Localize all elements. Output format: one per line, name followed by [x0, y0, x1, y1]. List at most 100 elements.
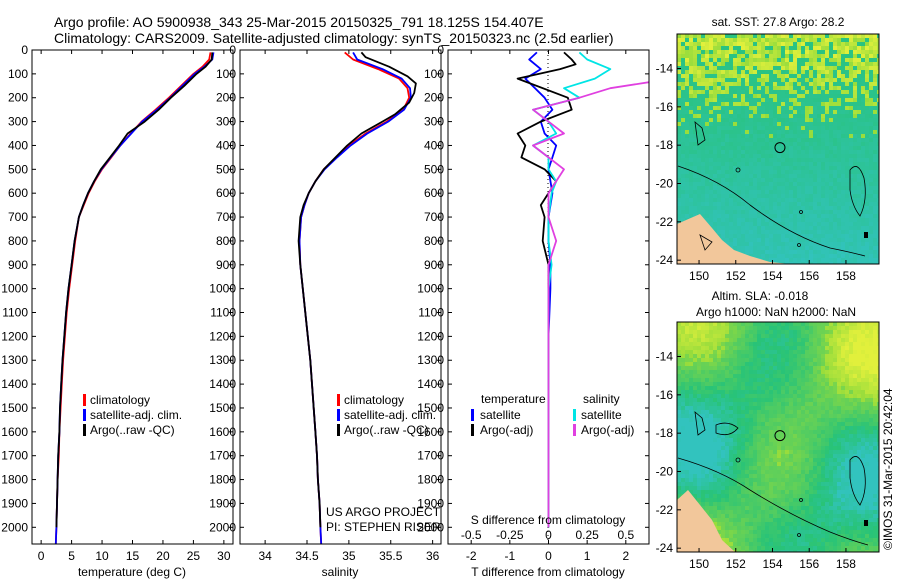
map-cell [769, 134, 774, 139]
map-cell [757, 38, 762, 43]
map-cell [865, 146, 870, 151]
map-cell [865, 326, 870, 331]
map-cell [769, 434, 774, 439]
map-cell [845, 338, 850, 343]
map-cell [821, 438, 826, 443]
map-cell [873, 154, 878, 159]
map-cell [701, 370, 706, 375]
map-cell [713, 366, 718, 371]
map-cell [729, 210, 734, 215]
map-cell [745, 450, 750, 455]
map-cell [749, 366, 754, 371]
map-cell [741, 382, 746, 387]
map-cell [793, 366, 798, 371]
map-cell [861, 426, 866, 431]
map-cell [861, 402, 866, 407]
map-cell [861, 258, 866, 263]
map-cell [857, 334, 862, 339]
depth-tick-label: 0 [21, 43, 28, 57]
map-cell [741, 386, 746, 391]
map-cell [753, 190, 758, 195]
map-cell [813, 130, 818, 135]
map-cell [793, 66, 798, 71]
map-cell [697, 130, 702, 135]
map-cell [765, 50, 770, 55]
map-cell [697, 210, 702, 215]
map-cell [861, 330, 866, 335]
map-cell [845, 222, 850, 227]
map-cell [789, 62, 794, 67]
map-cell [725, 234, 730, 239]
map-cell [681, 94, 686, 99]
map-cell [705, 338, 710, 343]
map-cell [681, 218, 686, 223]
map-cell [693, 42, 698, 47]
map-cell [697, 118, 702, 123]
map-cell [817, 178, 822, 183]
map-cell [861, 430, 866, 435]
map-cell [817, 130, 822, 135]
map-cell [761, 174, 766, 179]
map-cell [849, 38, 854, 43]
map-cell [693, 362, 698, 367]
map-cell [821, 350, 826, 355]
map-cell [705, 134, 710, 139]
map-cell [749, 118, 754, 123]
map-cell [833, 70, 838, 75]
map-cell [757, 430, 762, 435]
map-cell [845, 410, 850, 415]
map-cell [849, 114, 854, 119]
map-cell [773, 390, 778, 395]
map-cell [757, 410, 762, 415]
map-cell [713, 438, 718, 443]
map-cell [829, 330, 834, 335]
map-cell [793, 250, 798, 255]
map-cell [749, 186, 754, 191]
map-cell [877, 430, 879, 435]
map-cell [725, 446, 730, 451]
map-cell [789, 174, 794, 179]
map-cell [877, 54, 879, 59]
map-cell [765, 394, 770, 399]
map-cell [781, 166, 786, 171]
map-cell [765, 138, 770, 143]
map-cell [817, 358, 822, 363]
map-cell [805, 82, 810, 87]
map-cell [789, 258, 794, 263]
map-cell [753, 146, 758, 151]
island-marker [799, 210, 803, 214]
map-cell [681, 454, 686, 459]
map-cell [849, 202, 854, 207]
map-cell [681, 130, 686, 135]
map-cell [841, 374, 846, 379]
map-cell [773, 42, 778, 47]
map-cell [869, 162, 874, 167]
map-cell [821, 362, 826, 367]
map-cell [821, 342, 826, 347]
map-cell [789, 142, 794, 147]
map-cell [709, 74, 714, 79]
map-cell [697, 46, 702, 51]
map-cell [841, 394, 846, 399]
map-cell [833, 398, 838, 403]
map-cell [813, 146, 818, 151]
map-cell [797, 178, 802, 183]
map-cell [737, 322, 742, 327]
map-cell [737, 106, 742, 111]
map-cell [853, 42, 858, 47]
map-cell [853, 130, 858, 135]
map-cell [809, 190, 814, 195]
map-cell [745, 342, 750, 347]
map-cell [869, 394, 874, 399]
map-cell [821, 446, 826, 451]
series-line-t-argo-adj- [516, 51, 577, 528]
map-cell [877, 98, 879, 103]
map-cell [741, 130, 746, 135]
map-cell [877, 210, 879, 215]
map-cell [721, 198, 726, 203]
map-cell [765, 198, 770, 203]
map-cell [741, 90, 746, 95]
map-cell [849, 94, 854, 99]
map-cell [725, 226, 730, 231]
map-cell [737, 450, 742, 455]
